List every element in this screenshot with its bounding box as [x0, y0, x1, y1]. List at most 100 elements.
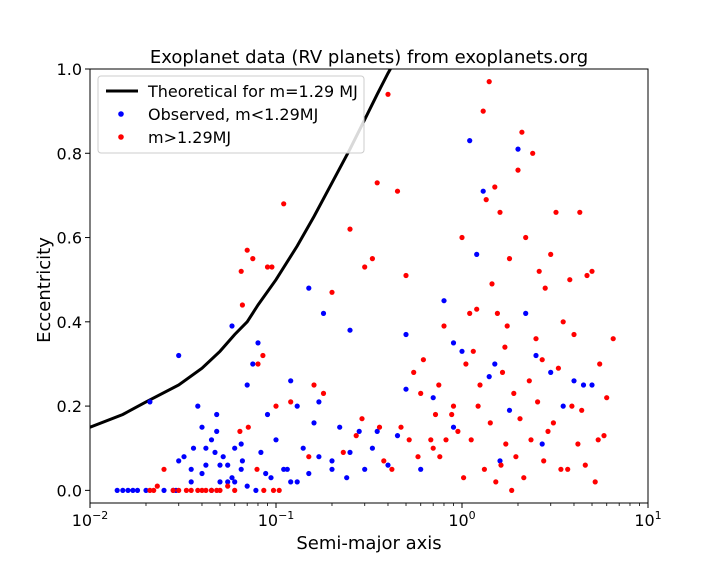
theory-line	[90, 69, 393, 429]
data-point	[181, 454, 187, 460]
data-point	[463, 361, 469, 367]
data-point	[577, 209, 583, 215]
data-point	[320, 310, 327, 316]
data-point	[238, 268, 244, 274]
data-point	[306, 285, 312, 291]
data-point	[195, 403, 201, 409]
data-point	[477, 382, 483, 388]
data-point	[306, 470, 312, 477]
data-point	[499, 369, 506, 375]
data-point	[450, 340, 457, 346]
data-point	[264, 264, 271, 270]
data-point	[420, 357, 426, 363]
y-axis: 0.0 0.2 0.4 0.6 0.8 1.0	[57, 60, 90, 500]
data-point	[261, 487, 267, 493]
data-point	[474, 306, 480, 312]
data-point	[474, 251, 480, 257]
data-point	[199, 470, 205, 477]
data-point	[604, 395, 610, 401]
data-point	[592, 479, 598, 485]
legend-point-swatch	[118, 134, 124, 140]
data-point	[459, 234, 465, 241]
data-point	[541, 458, 547, 464]
data-point	[597, 361, 603, 367]
data-point	[239, 302, 245, 308]
data-point	[542, 285, 548, 291]
data-point	[548, 369, 554, 375]
data-point	[183, 487, 189, 493]
data-point	[555, 365, 562, 371]
data-point	[374, 428, 380, 434]
data-point	[276, 487, 282, 493]
data-point	[225, 462, 231, 468]
data-point	[506, 256, 513, 262]
data-point	[208, 437, 215, 443]
data-point	[269, 264, 275, 270]
data-point	[569, 403, 575, 409]
data-point	[311, 382, 317, 388]
data-point	[250, 361, 256, 367]
data-point	[579, 407, 585, 413]
data-point	[381, 458, 387, 464]
data-point	[273, 437, 279, 443]
data-point	[497, 458, 503, 464]
data-point	[493, 479, 499, 485]
data-point	[376, 424, 383, 430]
data-point	[244, 483, 250, 489]
x-tick-label-exponent: −1	[278, 509, 294, 522]
x-axis: 10−2 10−1 100 101	[72, 503, 662, 530]
data-point	[430, 445, 436, 451]
data-point	[492, 361, 498, 367]
x-tick-label-base: 10	[634, 511, 654, 530]
data-point	[589, 382, 595, 388]
data-point	[480, 108, 486, 114]
y-tick-label: 0.0	[57, 481, 82, 500]
data-point	[359, 416, 365, 422]
data-point	[483, 197, 489, 203]
data-point	[264, 411, 271, 418]
series-0-points	[114, 138, 595, 493]
data-point	[203, 462, 209, 468]
data-point	[273, 403, 279, 409]
data-point	[403, 386, 409, 392]
data-point	[311, 420, 317, 426]
data-point	[347, 449, 353, 455]
data-point	[263, 470, 269, 477]
data-point	[114, 487, 120, 493]
data-point	[580, 382, 587, 388]
legend-label: Theoretical for m=1.29 MJ	[147, 82, 358, 101]
data-point	[475, 403, 481, 409]
data-point	[217, 479, 223, 485]
data-point	[329, 458, 335, 464]
y-tick-label: 0.2	[57, 397, 82, 416]
data-point	[120, 487, 126, 493]
data-point	[582, 462, 588, 468]
data-point	[521, 475, 527, 481]
data-point	[130, 487, 136, 493]
data-point	[489, 281, 495, 287]
data-point	[430, 395, 436, 401]
data-point	[320, 390, 327, 396]
data-point	[441, 323, 447, 329]
data-point	[406, 437, 412, 443]
legend-point-swatch	[118, 111, 124, 117]
data-point	[558, 466, 564, 472]
data-point	[467, 310, 473, 316]
data-point	[250, 256, 256, 262]
data-point	[225, 483, 231, 489]
data-point	[519, 129, 525, 135]
data-point	[385, 462, 391, 468]
data-point	[229, 475, 235, 481]
data-point	[199, 424, 205, 430]
series-1-points	[147, 79, 616, 493]
data-point	[203, 445, 209, 451]
data-point	[536, 268, 542, 274]
data-point	[504, 323, 510, 329]
data-point	[515, 167, 521, 173]
data-point	[468, 437, 474, 443]
data-point	[513, 454, 519, 460]
data-point	[237, 428, 243, 434]
legend-label: Observed, m<1.29MJ	[148, 105, 318, 124]
data-point	[329, 466, 335, 472]
